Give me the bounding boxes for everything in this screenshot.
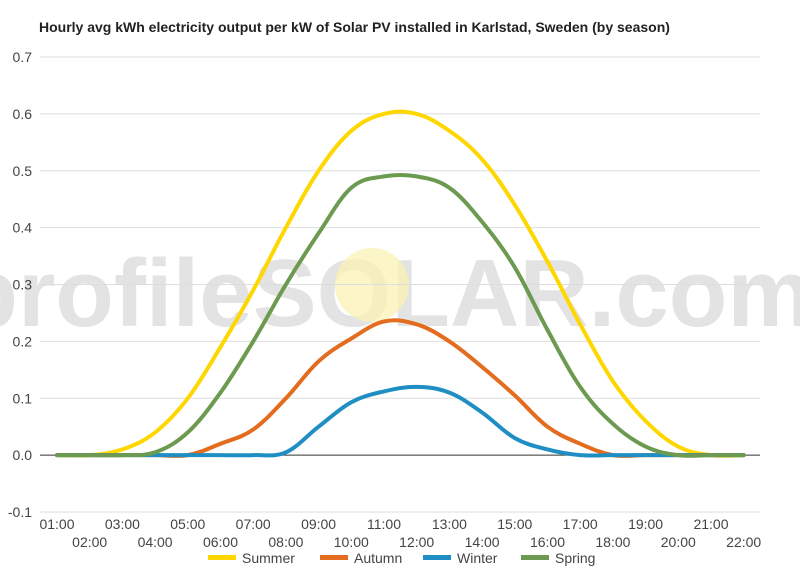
legend-label-winter[interactable]: Winter	[457, 550, 498, 566]
legend-swatch-winter	[423, 555, 451, 560]
series-line-winter	[55, 384, 746, 458]
legend-label-autumn[interactable]: Autumn	[354, 550, 402, 566]
x-axis: 01:00 02:00 03:00 04:00 05:00 06:00 07:00 08:00…	[39, 516, 761, 550]
x-tick-label: 19:00	[628, 516, 663, 532]
x-tick-label: 16:00	[530, 534, 565, 550]
y-tick-label: 0.6	[13, 106, 33, 122]
x-tick-label: 09:00	[301, 516, 336, 532]
y-tick-label: 0.7	[13, 49, 33, 65]
x-tick-label: 01:00	[39, 516, 74, 532]
x-tick-label: 03:00	[105, 516, 140, 532]
legend-label-spring[interactable]: Spring	[555, 550, 595, 566]
x-tick-label: 02:00	[72, 534, 107, 550]
x-tick-label: 05:00	[170, 516, 205, 532]
x-tick-label: 14:00	[465, 534, 500, 550]
series-line-summer	[55, 109, 746, 458]
legend-swatch-summer	[208, 555, 236, 560]
legend-label-summer[interactable]: Summer	[242, 550, 295, 566]
series-line-spring	[55, 172, 746, 458]
y-tick-label: -0.1	[8, 504, 32, 520]
x-tick-label: 11:00	[367, 516, 401, 532]
x-tick-label: 13:00	[432, 516, 467, 532]
x-tick-label: 20:00	[661, 534, 696, 550]
series-lines	[55, 109, 746, 459]
gridlines	[40, 56, 760, 513]
legend: Summer Autumn Winter Spring	[208, 550, 595, 566]
x-tick-label: 21:00	[693, 516, 728, 532]
x-tick-label: 12:00	[399, 534, 434, 550]
legend-swatch-autumn	[320, 555, 348, 560]
y-tick-label: 0.3	[13, 277, 33, 293]
y-tick-label: 0.5	[13, 163, 33, 179]
x-tick-label: 17:00	[563, 516, 598, 532]
chart-title: Hourly avg kWh electricity output per kW…	[39, 19, 670, 35]
x-tick-label: 18:00	[595, 534, 630, 550]
y-tick-label: 0.1	[13, 390, 33, 406]
x-tick-label: 15:00	[497, 516, 532, 532]
x-tick-label: 06:00	[203, 534, 238, 550]
y-tick-label: 0.2	[13, 333, 33, 349]
y-axis: -0.1 0.0 0.1 0.2 0.3 0.4 0.5 0.6 0.7	[8, 49, 32, 520]
y-tick-label: 0.4	[13, 220, 33, 236]
x-tick-label: 04:00	[138, 534, 173, 550]
x-tick-label: 08:00	[268, 534, 303, 550]
x-tick-label: 22:00	[726, 534, 761, 550]
x-tick-label: 10:00	[334, 534, 369, 550]
legend-swatch-spring	[521, 555, 549, 560]
y-tick-label: 0.0	[13, 447, 33, 463]
x-tick-label: 07:00	[236, 516, 271, 532]
